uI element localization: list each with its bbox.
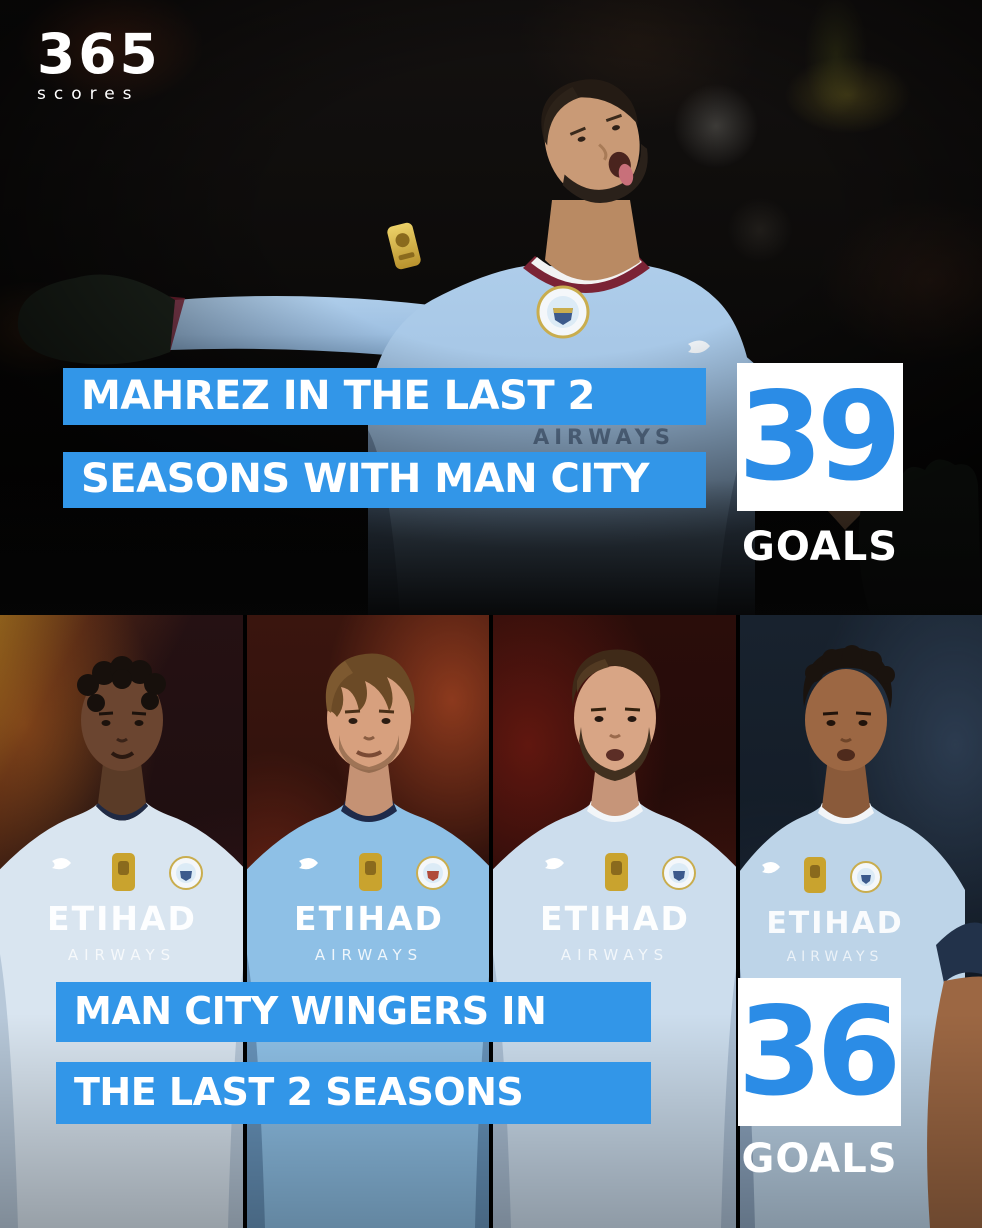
city-crest-icon — [849, 861, 882, 893]
fifa-badge-icon — [605, 853, 628, 891]
collar — [96, 798, 148, 821]
jersey-shade — [0, 954, 18, 1228]
stubble — [338, 735, 399, 773]
winger-photo-2: ETIHAD AIRWAYS — [246, 615, 489, 1228]
winger-1-illustration: ETIHAD AIRWAYS — [0, 656, 243, 1228]
city-crest-icon — [169, 856, 203, 890]
neck — [821, 757, 870, 818]
jersey-sponsor-line1: ETIHAD — [47, 899, 197, 938]
mahrez-left-glove — [17, 274, 175, 365]
bottom-stat-value: 36 — [737, 981, 902, 1123]
face-features — [822, 711, 871, 761]
jersey-sponsor-line1: ETIHAD — [294, 899, 444, 938]
neck — [98, 755, 146, 815]
top-stat-value: 39 — [738, 366, 902, 508]
city-crest-icon — [536, 285, 590, 339]
winger-2-illustration: ETIHAD AIRWAYS — [246, 653, 489, 1228]
face — [574, 666, 656, 770]
jersey-sponsor-line2: AIRWAYS — [561, 946, 669, 964]
jersey-sponsor-line1: ETIHAD — [540, 899, 690, 938]
top-banner-line-2: SEASONS WITH MAN CITY — [63, 452, 706, 508]
jersey-sponsor-line2: AIRWAYS — [314, 946, 422, 964]
top-banner-line-1: MAHREZ IN THE LAST 2 — [63, 368, 706, 425]
bottom-banner-line-1: MAN CITY WINGERS IN — [56, 982, 651, 1042]
fifa-badge-icon — [358, 853, 382, 891]
puma-logo-icon — [761, 861, 780, 874]
premier-league-badge-icon — [387, 222, 421, 270]
neck — [344, 755, 393, 816]
winger-3-illustration: ETIHAD AIRWAYS — [493, 649, 736, 1228]
winger-photo-3: ETIHAD AIRWAYS — [493, 615, 736, 1228]
jersey-shade — [721, 972, 736, 1228]
brand-logo: 365 scores — [37, 22, 161, 104]
fifa-badge-icon — [803, 857, 826, 893]
jersey-sponsor-line1: ETIHAD — [766, 906, 903, 941]
bottom-stat-box: 36 — [738, 978, 901, 1126]
brand-logo-word: scores — [37, 83, 140, 104]
city-crest-icon — [415, 856, 450, 890]
fifa-badge-icon — [112, 853, 135, 891]
arm-band — [935, 922, 982, 983]
face — [81, 669, 163, 771]
beard — [579, 727, 651, 781]
top-stat-box: 39 — [737, 363, 903, 511]
face — [804, 669, 887, 771]
bare-arm — [926, 976, 982, 1228]
city-crest-icon — [662, 856, 696, 890]
bottom-banner-line-2: THE LAST 2 SEASONS — [56, 1062, 651, 1124]
top-stat-label: GOALS — [741, 524, 898, 570]
mahrez-head — [541, 79, 648, 203]
hair-curl-dots — [804, 645, 895, 684]
face-features — [98, 711, 147, 759]
jersey-sponsor-line2: AIRWAYS — [786, 949, 883, 965]
jersey-sponsor-line2: AIRWAYS — [68, 946, 176, 964]
puma-logo-icon — [52, 857, 71, 870]
puma-logo-icon — [298, 857, 318, 870]
hair-strand — [325, 661, 353, 713]
winger-photo-1: ETIHAD AIRWAYS — [0, 615, 243, 1228]
mahrez-jersey-sponsor: AIRWAYS — [533, 425, 675, 449]
hair-twists — [77, 656, 166, 712]
face-features — [590, 707, 641, 761]
face-features — [338, 709, 399, 773]
hair-wave — [577, 659, 609, 693]
brand-logo-number: 365 — [37, 22, 161, 86]
bottom-stat-label: GOALS — [741, 1136, 898, 1182]
mahrez-neck — [545, 200, 640, 281]
puma-logo-icon — [545, 857, 564, 870]
